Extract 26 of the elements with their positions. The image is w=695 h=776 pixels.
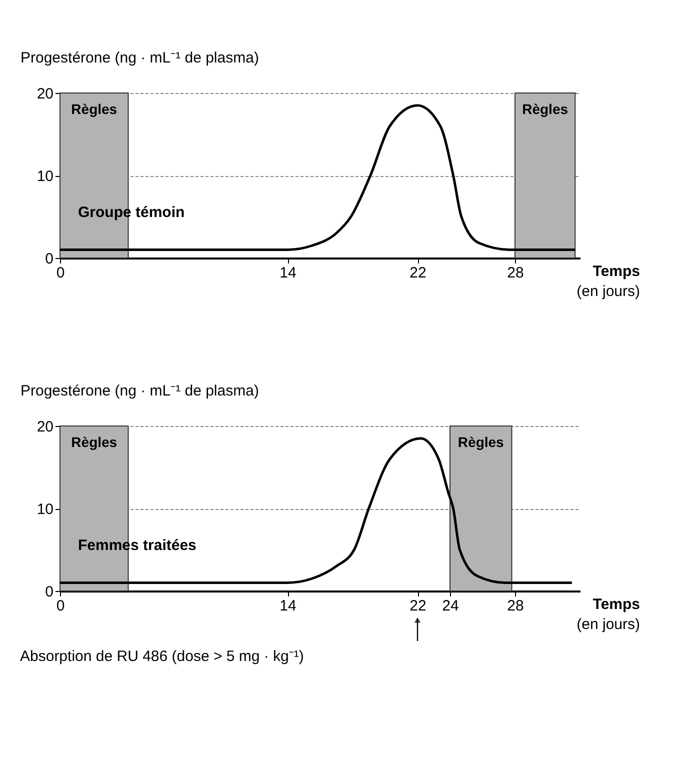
- x-tick-label: 28: [507, 264, 524, 282]
- y-tick-label: 20: [36, 86, 54, 102]
- band-label: Règles: [71, 101, 118, 117]
- x-tick-label: 24: [442, 598, 459, 614]
- x-tick-label: 22: [410, 264, 426, 282]
- x-tick-label: 22: [410, 598, 426, 614]
- line-series: [60, 104, 576, 251]
- text: Absorption de RU 486 (dose > 5 mg · kg⁻¹): [20, 648, 304, 665]
- x-axis-title: Temps (en jours): [576, 263, 640, 300]
- y-tick-label: 10: [36, 501, 54, 518]
- band-label: Règles: [522, 101, 568, 117]
- y-tick-label: 10: [36, 168, 54, 185]
- band-label: Règles: [458, 434, 504, 450]
- x-tick-label: 0: [56, 598, 65, 614]
- x-tick-label: 14: [280, 598, 296, 614]
- y-axis-title: Progestérone (ng · mL⁻¹ de plasma): [20, 50, 259, 66]
- y-tick-label: 0: [45, 584, 54, 600]
- band-label: Règles: [71, 434, 118, 450]
- x-axis-title: Temps (en jours): [576, 596, 640, 633]
- y-axis-title: Progestérone (ng · mL⁻¹ de plasma): [20, 382, 259, 400]
- y-tick-label: 20: [36, 418, 54, 436]
- x-tick-label: 14: [280, 264, 296, 282]
- x-tick-label: 0: [56, 264, 65, 282]
- x-tick-label: 28: [507, 598, 524, 614]
- y-tick-label: 0: [45, 250, 54, 268]
- line-series: [60, 437, 574, 584]
